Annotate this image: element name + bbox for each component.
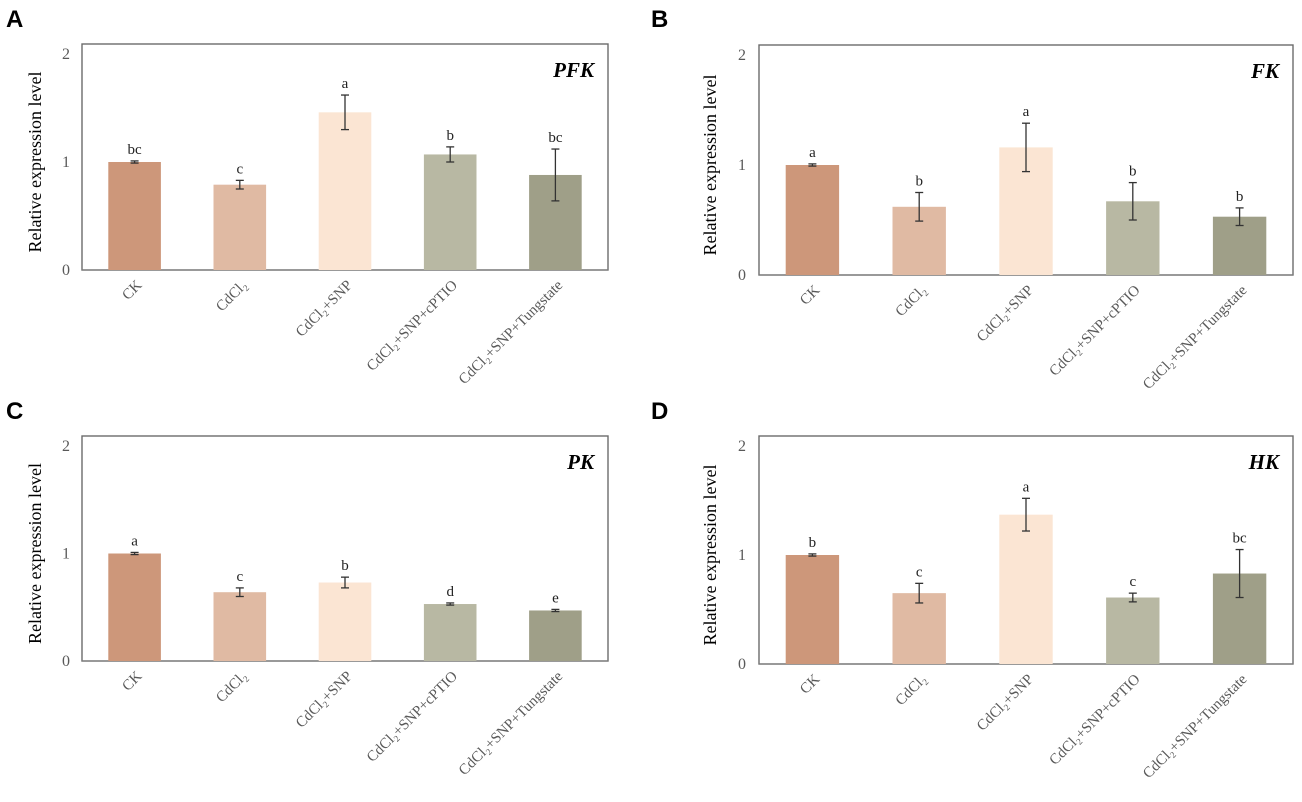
bar — [785, 555, 840, 664]
y-tick-label: 1 — [62, 154, 70, 171]
y-tick-label: 2 — [62, 438, 70, 455]
y-axis-label: Relative expression level — [25, 72, 45, 253]
significance-label: c — [236, 161, 243, 177]
y-tick-label: 0 — [62, 262, 70, 279]
category-label: CdCl₂+SNP+cPTIO — [1047, 671, 1144, 768]
significance-label: bc — [1233, 531, 1248, 547]
significance-label: d — [446, 584, 454, 600]
category-label: CdCl₂+SNP — [293, 278, 356, 341]
significance-label: a — [342, 76, 349, 92]
category-label: CK — [119, 668, 145, 694]
significance-label: b — [1129, 164, 1137, 180]
y-axis-label: Relative expression level — [700, 75, 720, 256]
significance-label: bc — [548, 130, 563, 146]
bar — [892, 593, 946, 664]
bar — [108, 162, 161, 270]
significance-label: c — [1129, 574, 1136, 590]
category-label: CdCl₂+SNP — [974, 283, 1037, 346]
category-label: CdCl₂+SNP+Tungstate — [456, 668, 567, 779]
gene-title: PK — [566, 450, 596, 474]
category-label: CdCl₂ — [893, 283, 930, 320]
bar — [108, 553, 161, 661]
bar — [318, 112, 372, 270]
significance-label: b — [341, 558, 349, 574]
category-label: CK — [797, 282, 823, 308]
category-label: CdCl₂+SNP+cPTIO — [1047, 282, 1144, 379]
panel-c: C 0 1 2 Relative expression level PK a CK c CdCl₂… — [6, 398, 609, 779]
significance-label: a — [1023, 479, 1030, 495]
bar — [1106, 597, 1160, 664]
bar — [423, 154, 477, 270]
bar — [318, 582, 372, 661]
category-label: CdCl₂+SNP+Tungstate — [1140, 282, 1251, 393]
significance-label: b — [1236, 189, 1244, 205]
panel-letter: B — [651, 6, 668, 33]
category-label: CdCl₂+SNP+cPTIO — [364, 277, 461, 374]
y-tick-label: 0 — [738, 656, 746, 673]
bar — [1212, 216, 1267, 275]
bar — [213, 184, 267, 270]
significance-label: c — [916, 564, 923, 580]
gene-title: FK — [1250, 59, 1281, 83]
significance-label: a — [131, 533, 138, 549]
category-label: CdCl₂ — [213, 669, 250, 706]
category-label: CdCl₂+SNP+cPTIO — [364, 668, 461, 765]
y-tick-label: 1 — [738, 157, 746, 174]
category-label: CdCl₂ — [893, 672, 930, 709]
significance-label: b — [915, 174, 923, 190]
category-label: CK — [119, 277, 145, 303]
panel-b: B 0 1 2 Relative expression level FK a CK b CdCl₂… — [651, 6, 1294, 393]
category-label: CdCl₂+SNP+Tungstate — [456, 277, 567, 388]
y-axis-label: Relative expression level — [700, 465, 720, 646]
category-label: CdCl₂+SNP+Tungstate — [1140, 671, 1251, 782]
significance-label: b — [446, 128, 454, 144]
panel-letter: A — [6, 6, 23, 33]
gene-title: PFK — [552, 58, 596, 82]
y-tick-label: 1 — [738, 547, 746, 564]
category-label: CK — [797, 671, 823, 697]
y-tick-label: 1 — [62, 546, 70, 563]
significance-label: a — [809, 145, 816, 161]
category-label: CdCl₂ — [213, 278, 250, 315]
panel-a: A 0 1 2 Relative expression level PFK bc CK c CdC… — [6, 6, 609, 388]
bar — [529, 610, 582, 661]
significance-label: a — [1023, 104, 1030, 120]
bar — [785, 165, 840, 275]
panel-letter: D — [651, 398, 668, 425]
significance-label: c — [236, 569, 243, 585]
panel-letter: C — [6, 398, 23, 425]
y-tick-label: 2 — [738, 47, 746, 64]
y-tick-label: 2 — [62, 46, 70, 63]
significance-label: b — [809, 535, 817, 551]
panel-d: D 0 1 2 Relative expression level HK b CK c CdCl₂… — [651, 398, 1294, 782]
bar — [213, 592, 267, 661]
significance-label: bc — [128, 142, 143, 158]
y-tick-label: 0 — [62, 653, 70, 670]
y-tick-label: 2 — [738, 438, 746, 455]
category-label: CdCl₂+SNP — [974, 672, 1037, 735]
bar — [999, 514, 1053, 664]
significance-label: e — [552, 590, 559, 606]
y-axis-label: Relative expression level — [25, 463, 45, 644]
bar — [423, 604, 477, 661]
y-tick-label: 0 — [738, 267, 746, 284]
category-label: CdCl₂+SNP — [293, 669, 356, 732]
gene-title: HK — [1248, 450, 1281, 474]
